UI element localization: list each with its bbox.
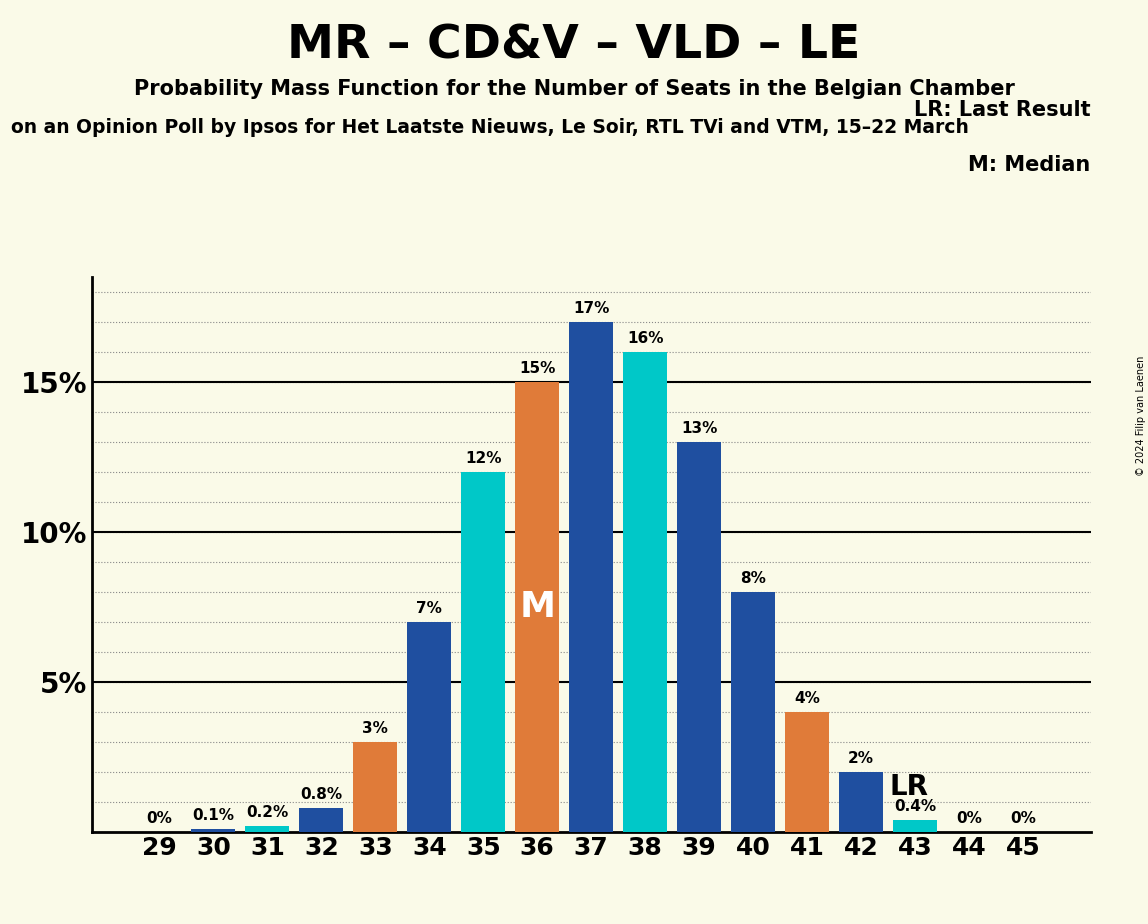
Text: on an Opinion Poll by Ipsos for Het Laatste Nieuws, Le Soir, RTL TVi and VTM, 15: on an Opinion Poll by Ipsos for Het Laat… xyxy=(11,118,969,138)
Bar xyxy=(408,622,451,832)
Text: 4%: 4% xyxy=(794,691,820,706)
Bar xyxy=(893,820,937,832)
Text: 13%: 13% xyxy=(681,421,718,436)
Text: 2%: 2% xyxy=(848,750,874,766)
Bar xyxy=(354,742,397,832)
Bar xyxy=(515,383,559,832)
Text: M: M xyxy=(519,590,556,624)
Bar xyxy=(677,442,721,832)
Text: 0%: 0% xyxy=(147,810,172,826)
Text: 16%: 16% xyxy=(627,331,664,346)
Bar xyxy=(300,808,343,832)
Text: 0%: 0% xyxy=(1010,810,1035,826)
Text: 15%: 15% xyxy=(519,361,556,376)
Text: © 2024 Filip van Laenen: © 2024 Filip van Laenen xyxy=(1135,356,1146,476)
Text: LR: Last Result: LR: Last Result xyxy=(914,100,1091,120)
Bar xyxy=(623,352,667,832)
Text: MR – CD&V – VLD – LE: MR – CD&V – VLD – LE xyxy=(287,23,861,68)
Bar xyxy=(192,829,235,832)
Bar xyxy=(731,592,775,832)
Text: 0.2%: 0.2% xyxy=(246,805,288,820)
Bar xyxy=(461,472,505,832)
Bar xyxy=(246,826,289,832)
Text: 17%: 17% xyxy=(573,301,610,316)
Text: 12%: 12% xyxy=(465,451,502,466)
Text: 0.1%: 0.1% xyxy=(193,808,234,822)
Text: 0.8%: 0.8% xyxy=(301,786,342,802)
Text: M: Median: M: Median xyxy=(969,155,1091,176)
Bar xyxy=(839,772,883,832)
Text: 7%: 7% xyxy=(417,601,442,615)
Text: 0%: 0% xyxy=(956,810,982,826)
Text: Probability Mass Function for the Number of Seats in the Belgian Chamber: Probability Mass Function for the Number… xyxy=(133,79,1015,99)
Bar xyxy=(569,322,613,832)
Text: 0.4%: 0.4% xyxy=(894,798,936,814)
Text: 3%: 3% xyxy=(363,721,388,736)
Bar xyxy=(785,711,829,832)
Text: 8%: 8% xyxy=(740,571,766,586)
Text: LR: LR xyxy=(890,772,929,801)
